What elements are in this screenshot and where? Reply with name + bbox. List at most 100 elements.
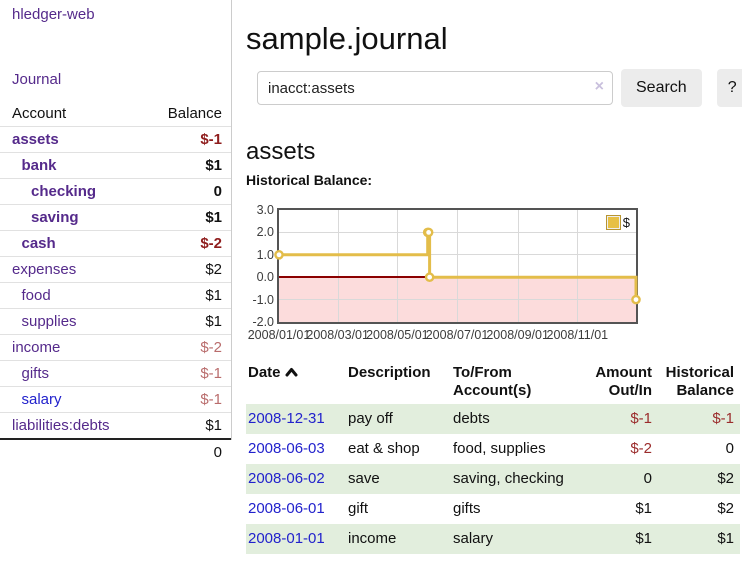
data-point-marker[interactable] bbox=[274, 250, 284, 260]
x-axis-tick-label: 2008/03/01 bbox=[306, 328, 369, 342]
account-balance-table: Account Balance assets $-1 bank $1 check… bbox=[0, 101, 231, 465]
transaction-balance: $2 bbox=[717, 500, 734, 517]
v-gridline bbox=[338, 210, 339, 322]
account-link[interactable]: supplies bbox=[21, 313, 77, 330]
chart-plot-area[interactable]: $ bbox=[274, 208, 641, 324]
x-axis-tick-label: 2008/05/01 bbox=[366, 328, 429, 342]
total-balance: 0 bbox=[213, 444, 222, 461]
sort-by-date-link[interactable]: Date bbox=[248, 364, 298, 381]
y-axis-tick-label: 1.0 bbox=[256, 247, 274, 262]
description-column-header: Description bbox=[348, 364, 431, 381]
x-axis-tick-label: 2008/09/01 bbox=[486, 328, 549, 342]
account-link[interactable]: saving bbox=[31, 209, 79, 226]
page-title: sample.journal bbox=[246, 20, 448, 56]
y-axis-tick-label: -2.0 bbox=[252, 315, 274, 329]
transaction-description: eat & shop bbox=[348, 440, 420, 457]
date-column-header: Date bbox=[248, 364, 281, 381]
account-link[interactable]: income bbox=[12, 339, 61, 356]
account-link[interactable]: liabilities:debts bbox=[12, 417, 110, 434]
account-row: salary $-1 bbox=[0, 386, 231, 412]
accounts-column-header: To/From Account(s) bbox=[453, 364, 532, 399]
search-button[interactable]: Search bbox=[621, 69, 702, 107]
transaction-accounts: gifts bbox=[453, 500, 481, 517]
transaction-row[interactable]: 2008-06-03 eat & shop food, supplies $-2… bbox=[246, 434, 740, 464]
data-point-marker[interactable] bbox=[424, 272, 435, 282]
transaction-accounts: food, supplies bbox=[453, 440, 546, 457]
account-link[interactable]: gifts bbox=[21, 365, 50, 382]
account-balance: 0 bbox=[213, 183, 222, 200]
search-input[interactable] bbox=[257, 71, 613, 105]
chart-grid bbox=[279, 210, 636, 322]
transaction-description: income bbox=[346, 524, 451, 554]
app-brand-link[interactable]: hledger-web bbox=[12, 6, 95, 23]
x-axis-tick-label: 2008/07/01 bbox=[425, 328, 489, 342]
transaction-description: pay off bbox=[346, 404, 451, 434]
account-total-row: 0 bbox=[0, 438, 231, 465]
account-row: bank $1 bbox=[0, 152, 231, 178]
account-link[interactable]: cash bbox=[21, 235, 56, 252]
legend-label: $ bbox=[622, 215, 630, 230]
sort-asc-icon bbox=[285, 368, 298, 377]
historical-balance-chart: $ 2008/01/01 2008/03/01 2008/05/01 2008/07/… bbox=[246, 200, 706, 342]
account-row: food $1 bbox=[0, 282, 231, 308]
account-column-header: Account bbox=[12, 105, 67, 122]
account-link[interactable]: expenses bbox=[12, 261, 77, 278]
account-balance: $1 bbox=[205, 287, 222, 304]
x-axis-tick-label: 2008/11/01 bbox=[546, 328, 609, 342]
account-heading: assets bbox=[246, 137, 316, 165]
register-header-row: Date Description To/From Account(s) Amou… bbox=[246, 360, 740, 404]
transaction-date-link[interactable]: 2008-06-02 bbox=[248, 470, 325, 487]
register-table: Date Description To/From Account(s) Amou… bbox=[246, 360, 740, 554]
account-table-header: Account Balance bbox=[0, 101, 231, 126]
account-rows: assets $-1 bank $1 checking 0 saving $1 … bbox=[0, 126, 231, 438]
series-line bbox=[279, 230, 638, 300]
v-gridline bbox=[577, 210, 578, 322]
account-link[interactable]: food bbox=[21, 287, 51, 304]
transaction-row[interactable]: 2008-01-01 income salary $1 $1 bbox=[246, 524, 740, 554]
account-link[interactable]: salary bbox=[21, 391, 62, 408]
y-axis-tick-label: -1.0 bbox=[252, 292, 274, 307]
transaction-accounts: debts bbox=[451, 404, 588, 434]
transaction-balance: $-1 bbox=[658, 404, 740, 434]
data-point-marker[interactable] bbox=[423, 227, 434, 238]
account-balance: $-2 bbox=[200, 339, 222, 356]
transaction-date-link[interactable]: 2008-01-01 bbox=[248, 530, 325, 547]
account-row: checking 0 bbox=[0, 178, 231, 204]
account-row: assets $-1 bbox=[0, 126, 231, 152]
balance-line-series bbox=[274, 227, 641, 305]
transaction-date-link[interactable]: 2008-06-03 bbox=[248, 440, 325, 457]
sidebar-item-journal[interactable]: Journal bbox=[12, 71, 62, 88]
x-axis-tick-label: 2008/01/01 bbox=[247, 328, 311, 342]
account-balance: $1 bbox=[205, 157, 222, 174]
clear-search-icon[interactable]: × bbox=[594, 78, 604, 95]
account-link[interactable]: bank bbox=[21, 157, 57, 174]
transaction-accounts: salary bbox=[451, 524, 588, 554]
account-row: expenses $2 bbox=[0, 256, 231, 282]
account-row: gifts $-1 bbox=[0, 360, 231, 386]
data-point-marker[interactable] bbox=[631, 294, 641, 305]
transaction-amount: $-1 bbox=[588, 404, 658, 434]
amount-column-header: Amount Out/In bbox=[595, 364, 652, 399]
chart-label: Historical Balance: bbox=[246, 172, 373, 188]
v-gridline bbox=[518, 210, 519, 322]
balance-column-header: Balance bbox=[167, 105, 222, 122]
transaction-balance: 0 bbox=[725, 440, 734, 457]
sidebar: hledger-web Journal Account Balance asse… bbox=[0, 0, 232, 461]
transaction-balance: $1 bbox=[658, 524, 740, 554]
account-balance: $1 bbox=[205, 209, 222, 226]
transaction-row[interactable]: 2008-06-01 gift gifts $1 $2 bbox=[246, 494, 740, 524]
transaction-amount: $-2 bbox=[630, 440, 652, 457]
transaction-row[interactable]: 2008-06-02 save saving, checking 0 $2 bbox=[246, 464, 740, 494]
help-button[interactable]: ? bbox=[716, 69, 742, 107]
account-link[interactable]: assets bbox=[12, 131, 59, 148]
account-row: income $-2 bbox=[0, 334, 231, 360]
transaction-date-link[interactable]: 2008-06-01 bbox=[248, 500, 325, 517]
account-balance: $-1 bbox=[200, 131, 222, 148]
chart-legend: $ bbox=[603, 214, 632, 231]
v-gridline bbox=[457, 210, 458, 322]
account-link[interactable]: checking bbox=[31, 183, 97, 200]
account-row: saving $1 bbox=[0, 204, 231, 230]
transaction-date-link[interactable]: 2008-12-31 bbox=[248, 410, 325, 427]
y-axis-tick-label: 3.0 bbox=[256, 203, 274, 217]
transaction-row[interactable]: 2008-12-31 pay off debts $-1 $-1 bbox=[246, 404, 740, 434]
